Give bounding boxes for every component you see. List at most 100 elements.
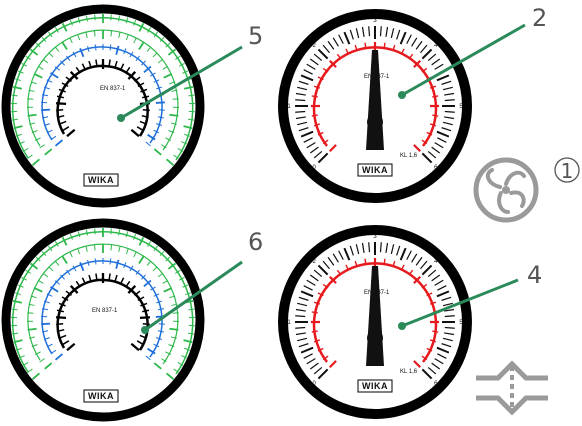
ticks-g4-tick [295,315,306,318]
ticks-g6-blue-tick [147,347,156,355]
ticks-g5-green-outer-tick [22,148,29,152]
ticks-g4-tick [406,250,412,260]
ticks-g5-green-inner-tick [169,113,179,117]
ticks-g5-black-tick [65,76,72,82]
ticks-g5-green-inner-tick [30,81,37,85]
gauge-4-label-4: 4 [434,259,438,265]
ticks-g4-red-tick [317,347,324,352]
ticks-g4-tick [427,367,437,375]
ticks-g5-black-tick [119,63,125,71]
ticks-g4-tick [303,353,313,359]
ticks-g6-green-inner-tick [37,279,44,284]
ticks-g6-green-outer-tick [177,362,184,366]
gauge-6: EN 837-1 WIKA [1,218,243,422]
ticks-g5-black-tick [142,108,150,112]
ticks-g5-blue-tick [143,65,152,74]
ticks-g4-red-tick [426,292,433,297]
ticks-g6-blue-tick [129,265,134,272]
ticks-g5-blue-tick [50,72,59,79]
ticks-g4-tick [442,302,453,307]
ticks-g6-blue-tick [156,337,163,340]
ticks-g4-tick [297,302,308,307]
ticks-g5-green-inner-tick [153,148,162,156]
ticks-g4-red-tick [311,330,318,333]
ticks-g5-blue-tick [46,79,53,83]
ticks-g6-green-outer-tick [85,229,88,236]
ticks-g4-tick [420,260,428,270]
ticks-g5-green-outer-tick [77,17,81,24]
ticks-g4-tick [313,367,323,375]
ticks-g5-blue-tick [72,51,77,58]
ticks-g6-green-inner-tick [110,244,113,251]
ticks-g5-blue-tick [79,48,85,58]
ticks-g5-blue-tick [155,101,165,104]
ticks-g6-green-outer-tick [29,262,39,270]
ticks-g4-tick [295,332,306,336]
ticks-g4-tick [379,242,382,253]
ticks-g2-red-tick [392,44,396,52]
ticks-g5-green-inner-tick [69,37,73,44]
ticks-g5-blue-tick [60,60,65,66]
ticks-g6-black-tick [58,302,66,307]
ticks-g2-tick [303,137,313,143]
ticks-g4-tick [300,290,314,298]
ticks-g6-black-tick [136,340,144,346]
ticks-g5-green-inner-tick [35,137,41,141]
gauge-5: EN 837-1 WIKA [1,4,243,208]
ticks-g5-black-tick [127,71,137,80]
ticks-g2-tick [390,28,395,39]
ticks-g5-green-inner-tick [169,81,176,85]
ticks-g6-blue-tick [43,337,50,340]
ticks-g6-green-inner-tick [77,248,81,255]
ticks-g4-red-tick [328,360,337,369]
ticks-g6-green-inner-tick [168,344,175,348]
ticks-g4-tick [421,264,433,276]
gauge-4-label-0: 0 [313,381,317,387]
ticks-g6-green-outer-tick [173,368,179,373]
ticks-g5-green-outer-tick [183,125,193,130]
ticks-g6-black-tick [65,290,72,296]
gauge-4-label-5: 5 [459,320,463,326]
ticks-g6-green-inner-tick [33,287,43,293]
ticks-g6-green-inner-tick [27,327,37,331]
valve-icon [476,360,548,416]
ticks-g2-tick [309,146,319,154]
ticks-g5-green-outer-tick [159,36,165,43]
ticks-g6-green-outer-tick [125,231,129,238]
ticks-g6-green-inner-tick [163,287,173,293]
ticks-g2-tick [427,53,437,61]
ticks-g5-green-outer-tick [41,36,47,43]
ticks-g6-green-outer-tick [11,308,18,311]
ticks-g5-green-inner-tick [93,30,96,37]
gauge-2-scale-labels: 0 1 2 3 4 5 6 [287,18,463,171]
ticks-g5-blue-tick [41,108,51,112]
callout-2: 2 [532,4,547,32]
ticks-g6-green-outer-tick [185,292,192,296]
ticks-g6-blue-tick [41,308,49,311]
ticks-g5-blue-tick [129,51,134,58]
ticks-g6-green-outer-tick [110,228,112,235]
ticks-g2-red-tick [313,85,321,89]
ticks-g6-green-outer-tick [118,229,121,236]
ticks-g6-green-outer-tick [14,292,21,296]
ticks-g4-red-tick [413,275,422,284]
ticks-g5-green-inner-tick [170,122,177,125]
ticks-g2-red-tick [311,114,318,117]
ticks-g4-tick [444,326,455,329]
ticks-g6-black-tick [56,309,65,313]
ticks-g5-black-tick [114,60,118,69]
ticks-g2-tick [297,86,308,91]
ticks-g6-green-outer-tick [159,250,165,257]
ticks-g4-red-tick [421,355,428,361]
ticks-g5-green-outer-tick [125,17,129,24]
ticks-g2-tick [300,130,314,138]
ticks-g5-green-inner-tick [33,73,43,79]
ticks-g6-green-inner-tick [171,303,178,306]
ticks-g2-tick [303,69,313,75]
ticks-g6-green-inner-tick [35,351,41,355]
ticks-g6-black-tick [139,316,150,319]
ticks-g2-tick [355,28,360,39]
ticks-g2-red-tick [408,53,414,60]
ticks-g2-tick [444,92,455,96]
ticks-g5-green-outer-tick [147,27,152,33]
